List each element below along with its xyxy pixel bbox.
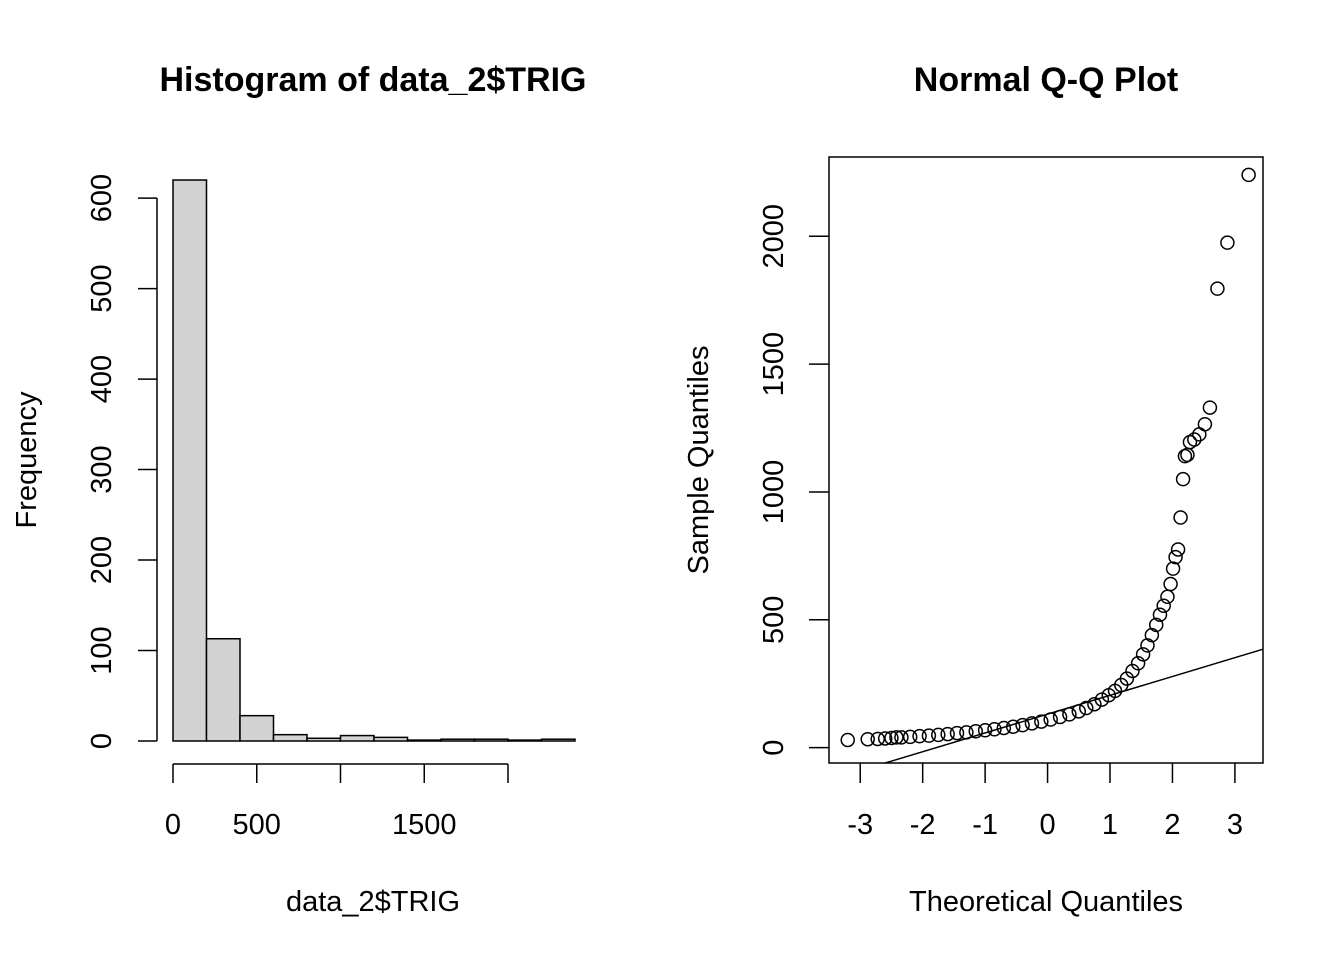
histogram-title: Histogram of data_2$TRIG: [160, 61, 587, 99]
histogram-y-tick-label: 400: [86, 355, 118, 403]
qq-point: [840, 732, 855, 748]
qq-x-tick-label: -2: [910, 809, 936, 841]
qq-point: [959, 725, 974, 740]
histogram-y-tick-label: 200: [86, 536, 118, 584]
qq-point: [894, 730, 909, 745]
qq-point: [987, 721, 1002, 737]
qq-point: [1015, 717, 1030, 733]
qq-point: [884, 730, 899, 746]
histogram-x-label: data_2$TRIG: [286, 886, 460, 918]
qq-point: [949, 725, 965, 741]
qq-x-tick-label: -3: [847, 809, 873, 841]
histogram-y-tick-label: 300: [86, 445, 118, 493]
histogram-bar: [239, 714, 275, 742]
qq-x-tick-label: 2: [1164, 809, 1180, 841]
histogram-bars: [172, 179, 576, 742]
qq-point: [1024, 716, 1040, 731]
histogram-bar: [473, 738, 509, 742]
qq-point: [870, 731, 885, 747]
qq-point: [940, 726, 955, 742]
qq-points: [840, 167, 1256, 748]
qq-point: [1187, 432, 1202, 447]
qq-point: [996, 720, 1012, 736]
qq-point: [860, 731, 875, 747]
qq-point: [1125, 663, 1140, 679]
histogram-bar: [172, 179, 208, 742]
histogram-x-tick-label: 1500: [392, 809, 457, 841]
qq-y-axis: 0 500 1000 1500 2000: [758, 204, 829, 756]
qq-point: [1034, 714, 1049, 729]
histogram-x-axis: 0 500 1500: [165, 763, 509, 841]
qq-point: [977, 723, 993, 738]
qq-point: [1197, 416, 1213, 432]
qq-point: [1140, 638, 1155, 653]
qq-point: [1130, 656, 1146, 671]
histogram-bar: [540, 738, 576, 742]
histogram-y-tick-label: 100: [86, 626, 118, 674]
qq-point: [1148, 617, 1164, 633]
qq-point: [889, 730, 904, 745]
qq-point: [1220, 235, 1235, 250]
histogram-y-axis: 0 100 200 300 400 500 600: [86, 174, 158, 749]
histogram-bar: [306, 737, 342, 742]
qq-point: [1163, 576, 1178, 592]
histogram-y-tick-label: 500: [86, 264, 118, 312]
histogram-bar: [205, 638, 241, 742]
histogram-bar: [406, 739, 442, 742]
histogram-x-tick-label: 500: [233, 809, 281, 841]
qq-point: [1135, 647, 1151, 662]
qq-point: [1062, 707, 1077, 722]
qq-point: [902, 729, 918, 745]
qq-y-tick-label: 2000: [758, 204, 790, 269]
histogram-y-tick-label: 0: [86, 733, 118, 749]
histogram-y-tick-label: 600: [86, 174, 118, 222]
qq-point: [1168, 549, 1183, 565]
qq-y-tick-label: 1000: [758, 460, 790, 525]
qq-point: [1052, 709, 1068, 725]
histogram-bar: [440, 738, 476, 742]
qq-point: [1071, 704, 1087, 719]
qq-point: [1144, 627, 1160, 643]
qq-point: [1119, 671, 1135, 686]
qq-point: [1173, 510, 1188, 525]
qq-x-axis: -3 -2 -1 0 1 2 3: [847, 763, 1243, 841]
qq-x-tick-label: 0: [1039, 809, 1055, 841]
qq-x-tick-label: 3: [1227, 809, 1243, 841]
histogram-bar: [373, 736, 409, 742]
qq-y-tick-label: 500: [758, 596, 790, 644]
qq-point: [1170, 542, 1186, 557]
qq-point: [921, 728, 937, 743]
histogram-x-tick-label: 0: [165, 809, 181, 841]
qq-point: [1210, 281, 1225, 296]
qq-point: [912, 728, 927, 744]
qq-point: [931, 727, 946, 743]
qq-point: [968, 724, 983, 739]
qq-x-tick-label: -1: [972, 809, 998, 841]
qq-title: Normal Q-Q Plot: [914, 61, 1178, 99]
histogram-bar: [272, 733, 308, 742]
qq-panel: Normal Q-Q Plot -3 -2 -1 0 1 2 3 0 500 1000 1500 2…: [683, 61, 1264, 918]
qq-point: [877, 731, 893, 746]
histogram-panel: Histogram of data_2$TRIG 0 500 1500 0 100 20…: [11, 61, 586, 918]
histogram-y-label: Frequency: [11, 391, 43, 529]
histogram-bar: [339, 734, 375, 742]
qq-point: [1087, 696, 1102, 712]
qq-point: [1043, 712, 1058, 727]
qq-point: [1079, 700, 1094, 716]
qq-y-tick-label: 0: [758, 740, 790, 756]
qq-point: [1156, 598, 1171, 613]
qq-point: [1005, 719, 1021, 734]
qq-y-label: Sample Quantiles: [683, 346, 715, 575]
qq-x-tick-label: 1: [1102, 809, 1118, 841]
qq-point: [1165, 561, 1181, 576]
qq-point: [1175, 471, 1191, 487]
qq-point: [1152, 607, 1168, 622]
histogram-bar: [507, 739, 543, 742]
qq-x-label: Theoretical Quantiles: [909, 886, 1183, 918]
qq-point: [1202, 400, 1218, 415]
qq-y-tick-label: 1500: [758, 332, 790, 397]
qq-plot-box: [828, 156, 1264, 764]
qq-point: [1241, 167, 1256, 183]
